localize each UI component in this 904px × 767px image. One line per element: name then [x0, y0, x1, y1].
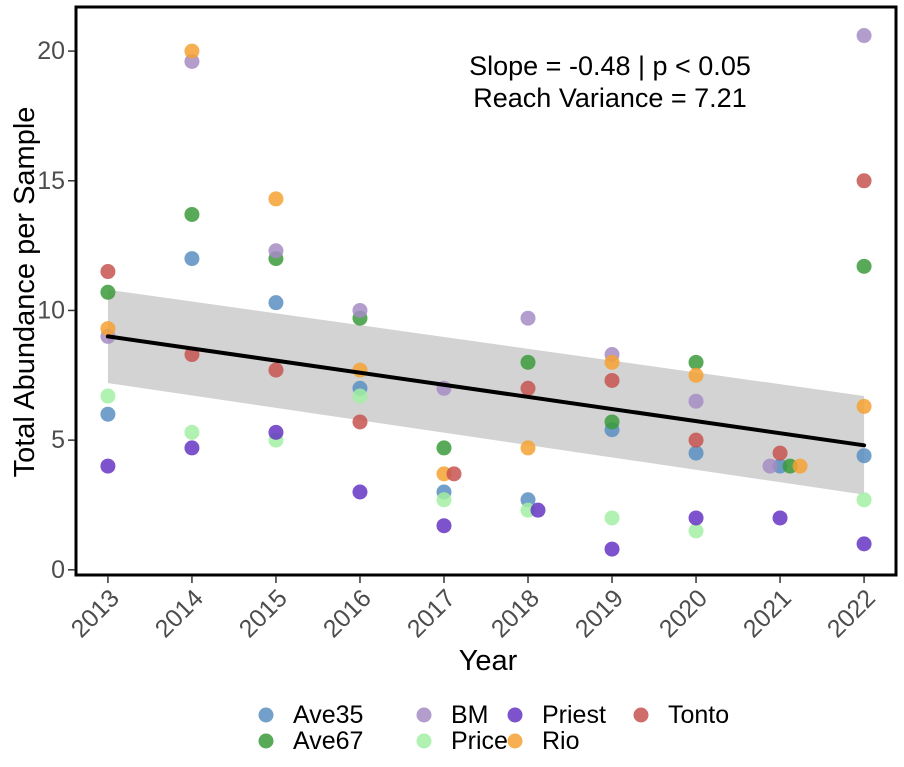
data-point-priest — [772, 510, 788, 526]
data-point-rio — [100, 321, 116, 337]
data-point-bm — [520, 310, 536, 326]
legend-label-price: Price — [451, 727, 508, 755]
data-point-bm — [268, 243, 284, 259]
data-point-price — [184, 424, 200, 440]
data-point-ave35 — [184, 251, 200, 267]
data-point-price — [100, 388, 116, 404]
data-point-ave67 — [184, 206, 200, 222]
data-point-tonto — [446, 466, 462, 482]
data-point-tonto — [772, 445, 788, 461]
data-point-ave35 — [268, 295, 284, 311]
data-point-tonto — [268, 362, 284, 378]
data-point-tonto — [100, 264, 116, 280]
legend-swatch-bm — [416, 707, 432, 723]
legend-label-ave67: Ave67 — [293, 727, 363, 755]
data-point-priest — [856, 536, 872, 552]
x-axis-title: Year — [459, 645, 518, 677]
legend-label-bm: BM — [451, 701, 489, 729]
data-point-priest — [184, 440, 200, 456]
data-point-price — [604, 510, 620, 526]
annotation-line1: Slope = -0.48 | p < 0.05 — [469, 51, 751, 81]
legend-swatch-tonto — [633, 707, 649, 723]
y-tick-label: 10 — [37, 296, 65, 324]
data-point-rio — [520, 440, 536, 456]
y-tick-label: 0 — [51, 556, 65, 584]
trend-line — [105, 334, 867, 448]
data-point-price — [436, 492, 452, 508]
y-tick-label: 20 — [37, 37, 65, 65]
data-point-rio — [688, 367, 704, 383]
data-point-tonto — [688, 432, 704, 448]
legend-swatch-ave67 — [258, 733, 274, 749]
data-point-ave35 — [688, 445, 704, 461]
data-point-priest — [604, 541, 620, 557]
data-point-ave67 — [436, 440, 452, 456]
data-point-ave67 — [856, 258, 872, 274]
data-point-tonto — [604, 372, 620, 388]
legend-swatch-priest — [507, 707, 523, 723]
legend-swatch-ave35 — [258, 707, 274, 723]
data-point-rio — [856, 398, 872, 414]
data-point-priest — [268, 424, 284, 440]
data-point-ave67 — [688, 354, 704, 370]
annotation-line2: Reach Variance = 7.21 — [473, 83, 746, 113]
legend-swatch-price — [416, 733, 432, 749]
trend-line-layer — [105, 334, 867, 448]
data-point-tonto — [856, 173, 872, 189]
data-point-priest — [530, 502, 546, 518]
data-point-bm — [762, 458, 778, 474]
data-point-price — [688, 523, 704, 539]
data-point-bm — [688, 393, 704, 409]
y-axis: 0 5 10 15 20 — [37, 37, 75, 584]
data-point-price — [856, 492, 872, 508]
legend-label-priest: Priest — [542, 701, 606, 729]
legend-label-rio: Rio — [542, 727, 580, 755]
data-point-bm — [856, 28, 872, 44]
data-point-priest — [436, 518, 452, 534]
y-tick-label: 5 — [51, 426, 65, 454]
data-point-bm — [184, 53, 200, 69]
data-point-ave67 — [604, 414, 620, 430]
data-point-bm — [352, 302, 368, 318]
y-tick-label: 15 — [37, 167, 65, 195]
data-point-rio — [268, 191, 284, 207]
points-layer — [100, 28, 872, 557]
legend-label-ave35: Ave35 — [293, 701, 363, 729]
data-point-priest — [352, 484, 368, 500]
data-point-ave35 — [520, 492, 536, 508]
legend-swatch-rio — [507, 733, 523, 749]
y-axis-title: Total Abundance per Sample — [9, 107, 41, 478]
data-point-rio — [792, 458, 808, 474]
data-point-tonto — [520, 380, 536, 396]
data-point-priest — [100, 458, 116, 474]
data-point-rio — [604, 354, 620, 370]
data-point-ave67 — [520, 354, 536, 370]
data-point-ave35 — [100, 406, 116, 422]
data-point-tonto — [352, 414, 368, 430]
legend-label-tonto: Tonto — [668, 701, 729, 729]
data-point-price — [352, 388, 368, 404]
data-point-priest — [688, 510, 704, 526]
data-point-ave35 — [856, 448, 872, 464]
data-point-rio — [184, 43, 200, 59]
data-point-ave67 — [100, 284, 116, 300]
plot-border — [74, 5, 898, 577]
